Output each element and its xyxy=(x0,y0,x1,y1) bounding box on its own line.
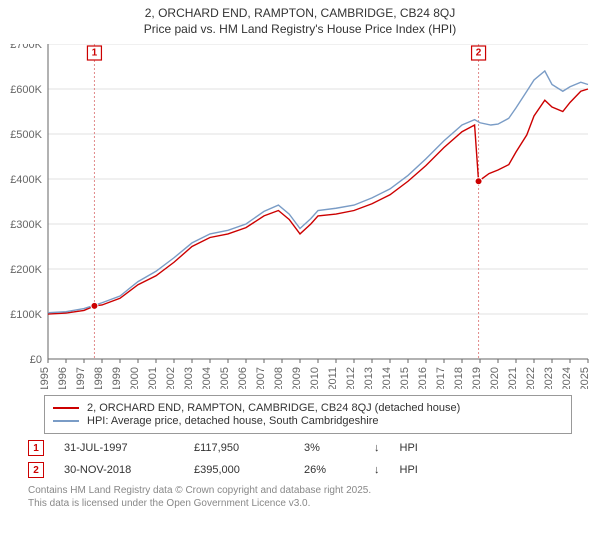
svg-text:2009: 2009 xyxy=(291,367,303,389)
legend-swatch-1 xyxy=(53,407,79,409)
svg-text:2012: 2012 xyxy=(345,367,357,389)
svg-text:2011: 2011 xyxy=(327,367,339,389)
svg-text:£300K: £300K xyxy=(10,219,42,231)
svg-text:2008: 2008 xyxy=(273,367,285,389)
svg-text:£600K: £600K xyxy=(10,84,42,96)
svg-text:2000: 2000 xyxy=(129,367,141,389)
license-line2: This data is licensed under the Open Gov… xyxy=(28,497,600,510)
tx-price: £117,950 xyxy=(194,442,284,454)
svg-text:2006: 2006 xyxy=(237,367,249,389)
tx-pct: 26% xyxy=(304,464,354,476)
license-text: Contains HM Land Registry data © Crown c… xyxy=(28,484,600,510)
tx-badge-1: 1 xyxy=(28,440,44,456)
tx-badge-2: 2 xyxy=(28,462,44,478)
svg-text:2001: 2001 xyxy=(147,367,159,389)
svg-text:2015: 2015 xyxy=(399,367,411,389)
svg-text:£0: £0 xyxy=(30,354,42,366)
svg-text:2002: 2002 xyxy=(165,367,177,389)
tx-vs: HPI xyxy=(400,464,418,476)
tx-price: £395,000 xyxy=(194,464,284,476)
svg-text:2003: 2003 xyxy=(183,367,195,389)
svg-text:2010: 2010 xyxy=(309,367,321,389)
title-line1: 2, ORCHARD END, RAMPTON, CAMBRIDGE, CB24… xyxy=(0,6,600,20)
legend-row: 2, ORCHARD END, RAMPTON, CAMBRIDGE, CB24… xyxy=(53,402,563,414)
svg-text:2014: 2014 xyxy=(381,367,393,389)
svg-text:1998: 1998 xyxy=(93,367,105,389)
svg-text:2023: 2023 xyxy=(543,367,555,389)
svg-text:2007: 2007 xyxy=(255,367,267,389)
svg-text:2004: 2004 xyxy=(201,367,213,389)
svg-text:£700K: £700K xyxy=(10,44,42,51)
tx-vs: HPI xyxy=(400,442,418,454)
svg-text:2005: 2005 xyxy=(219,367,231,389)
legend-label-1: 2, ORCHARD END, RAMPTON, CAMBRIDGE, CB24… xyxy=(87,402,460,414)
svg-text:1: 1 xyxy=(92,48,98,59)
tx-pct: 3% xyxy=(304,442,354,454)
svg-text:2022: 2022 xyxy=(525,367,537,389)
svg-text:£500K: £500K xyxy=(10,129,42,141)
svg-text:2018: 2018 xyxy=(453,367,465,389)
svg-text:1999: 1999 xyxy=(111,367,123,389)
transaction-row: 2 30-NOV-2018 £395,000 26% ↓ HPI xyxy=(28,462,600,478)
price-chart: £0 £100K £200K £300K £400K £500K £600K £700K 199… xyxy=(0,44,600,389)
tx-date: 31-JUL-1997 xyxy=(64,442,174,454)
svg-text:2019: 2019 xyxy=(471,367,483,389)
svg-text:2021: 2021 xyxy=(507,367,519,389)
svg-text:2020: 2020 xyxy=(489,367,501,389)
svg-text:2017: 2017 xyxy=(435,367,447,389)
transaction-row: 1 31-JUL-1997 £117,950 3% ↓ HPI xyxy=(28,440,600,456)
svg-text:£200K: £200K xyxy=(10,264,42,276)
title-line2: Price paid vs. HM Land Registry's House … xyxy=(0,22,600,36)
arrow-down-icon: ↓ xyxy=(374,464,380,476)
legend-row: HPI: Average price, detached house, Sout… xyxy=(53,415,563,427)
svg-text:2: 2 xyxy=(476,48,482,59)
svg-text:1995: 1995 xyxy=(39,367,51,389)
svg-text:£400K: £400K xyxy=(10,174,42,186)
tx-date: 30-NOV-2018 xyxy=(64,464,174,476)
transactions-table: 1 31-JUL-1997 £117,950 3% ↓ HPI 2 30-NOV… xyxy=(28,440,600,478)
license-line1: Contains HM Land Registry data © Crown c… xyxy=(28,484,600,497)
chart-svg: £0 £100K £200K £300K £400K £500K £600K £700K 199… xyxy=(0,44,600,389)
legend-label-2: HPI: Average price, detached house, Sout… xyxy=(87,415,378,427)
svg-text:1996: 1996 xyxy=(57,367,69,389)
svg-text:2025: 2025 xyxy=(579,367,591,389)
arrow-down-icon: ↓ xyxy=(374,442,380,454)
svg-text:2016: 2016 xyxy=(417,367,429,389)
svg-text:£100K: £100K xyxy=(10,309,42,321)
legend-swatch-2 xyxy=(53,420,79,422)
svg-text:2013: 2013 xyxy=(363,367,375,389)
svg-text:2024: 2024 xyxy=(561,367,573,389)
svg-text:1997: 1997 xyxy=(75,367,87,389)
legend-box: 2, ORCHARD END, RAMPTON, CAMBRIDGE, CB24… xyxy=(44,395,572,434)
